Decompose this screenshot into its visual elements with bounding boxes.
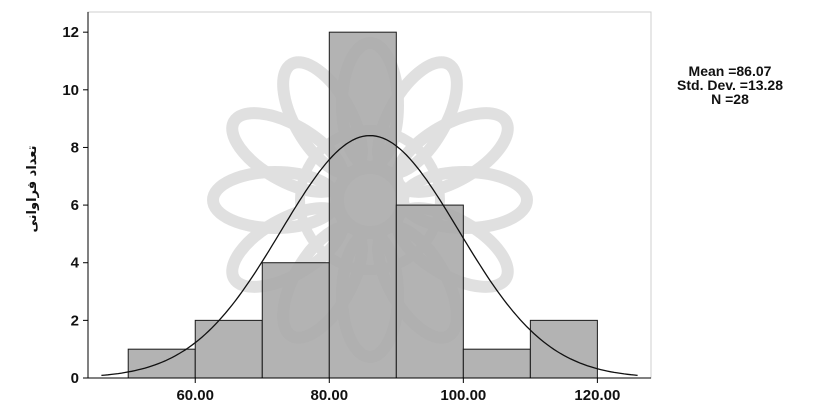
stats-mean: Mean =86.07 <box>688 63 772 79</box>
histogram-bar <box>395 204 464 379</box>
histogram-bar <box>529 319 598 379</box>
y-tick-label: 10 <box>62 82 79 99</box>
normal-curve <box>101 134 638 377</box>
x-tick-label: 60.00 <box>176 387 214 404</box>
watermark-petal <box>397 166 533 234</box>
y-tick-label: 4 <box>71 255 80 272</box>
y-tick-label: 12 <box>62 24 79 41</box>
y-tick-label: 2 <box>71 312 79 329</box>
histogram-bar <box>261 262 330 379</box>
histogram-bar <box>194 319 263 379</box>
stats-n: N =28 <box>711 91 749 107</box>
y-tick-label: 0 <box>71 370 79 387</box>
stats-box: Mean =86.07 Std. Dev. =13.28 N =28 <box>652 64 808 106</box>
bars-group <box>127 31 598 379</box>
y-tick-label: 8 <box>71 139 79 156</box>
histogram-bar <box>127 348 196 379</box>
y-axis-label: تعداد فراوانی <box>25 145 40 232</box>
y-tick-label: 6 <box>71 197 79 214</box>
x-tick-label: 80.00 <box>311 387 349 404</box>
x-ticks: 60.00 80.00 100.00 120.00 <box>176 378 620 404</box>
x-tick-label: 100.00 <box>440 387 486 404</box>
watermark-petal <box>390 107 514 198</box>
stats-std-dev: Std. Dev. =13.28 <box>677 77 783 93</box>
histogram-bar <box>462 348 531 379</box>
histogram-bar <box>328 31 397 379</box>
x-tick-label: 120.00 <box>574 387 620 404</box>
y-ticks: 0 2 4 6 8 10 12 <box>62 24 88 387</box>
